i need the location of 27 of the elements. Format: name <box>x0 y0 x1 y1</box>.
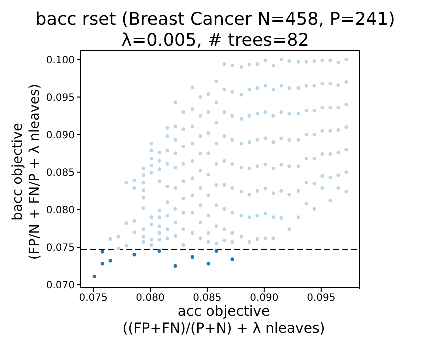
x-tick-label: 0.095 <box>307 293 336 304</box>
point <box>230 258 234 262</box>
point <box>132 253 136 257</box>
point <box>190 255 194 260</box>
y-tick-label: 0.095 <box>46 92 75 104</box>
x-tick-label: 0.075 <box>79 293 108 304</box>
y-tick-label: 0.070 <box>46 280 75 292</box>
chart-title: bacc rset (Breast Cancer N=458, P=241) <box>34 10 396 31</box>
chart-subtitle: λ=0.005, # trees=82 <box>120 31 310 52</box>
point <box>100 262 104 266</box>
point <box>174 264 178 268</box>
x-tick-label: 0.080 <box>136 293 165 304</box>
point <box>206 262 210 266</box>
point <box>158 249 162 254</box>
point <box>108 259 112 263</box>
y-tick-label: 0.100 <box>46 55 75 66</box>
point <box>214 249 218 254</box>
x-tick-label: 0.085 <box>193 293 222 304</box>
y-tick-label: 0.085 <box>46 168 75 179</box>
x-tick-label: 0.090 <box>250 293 279 304</box>
x-axis-title: acc objective ((FP+FN)/(P+N) + λ nleaves) <box>122 304 326 338</box>
y-axis-title: bacc objective (FP/N + FN/P + λ nleaves) <box>10 83 44 262</box>
y-tick-label: 0.075 <box>46 243 75 254</box>
point <box>92 274 96 279</box>
y-tick-label: 0.090 <box>46 130 75 142</box>
y-tick-label: 0.080 <box>46 205 75 216</box>
point <box>100 250 104 254</box>
